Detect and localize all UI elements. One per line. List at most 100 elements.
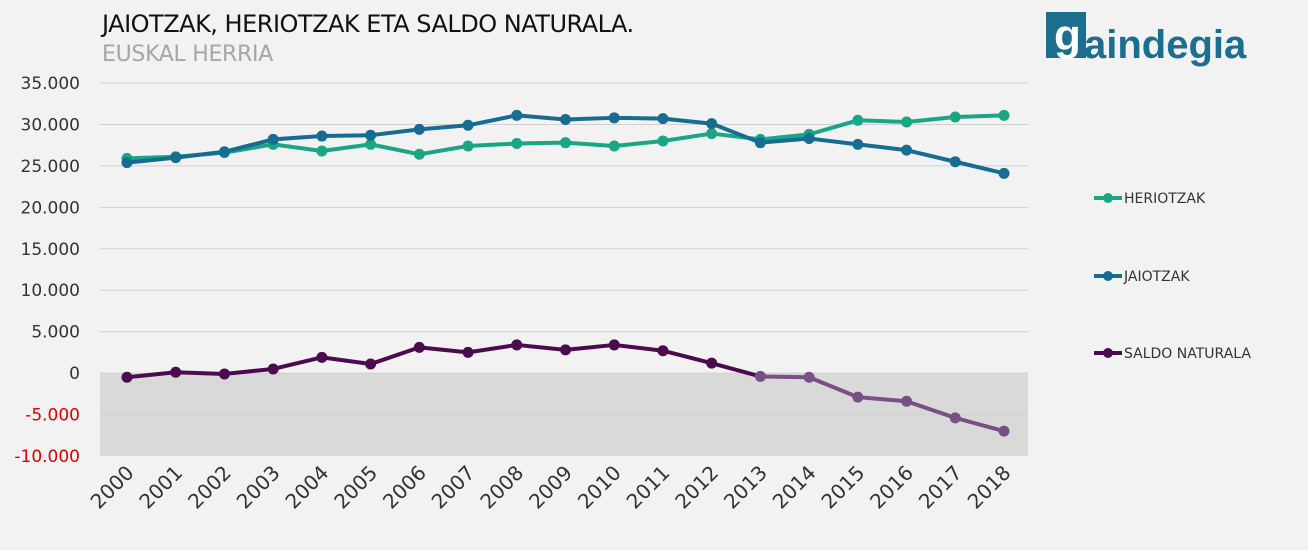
series-jaiotzak-segment bbox=[271, 134, 324, 142]
x-tick-label: 2005 bbox=[329, 461, 382, 514]
series-saldo-naturala-segment bbox=[855, 395, 909, 404]
series-saldo-naturala-segment bbox=[368, 345, 422, 366]
series-saldo-naturala-point bbox=[949, 412, 961, 424]
series-saldo-naturala-segment bbox=[466, 342, 519, 355]
series-jaiotzak-segment bbox=[758, 136, 812, 145]
logo-box bbox=[1046, 12, 1086, 58]
series-heriotzak-segment bbox=[319, 142, 373, 153]
series-jaiotzak-segment bbox=[904, 148, 958, 164]
series-jaiotzak-segment bbox=[368, 127, 422, 138]
series-heriotzak-segment bbox=[612, 139, 665, 148]
series-saldo-naturala-point bbox=[462, 346, 474, 358]
series-saldo-naturala-segment bbox=[514, 342, 568, 352]
series-saldo-naturala-point bbox=[413, 341, 425, 353]
series-jaiotzak-segment bbox=[173, 149, 227, 160]
series-heriotzak-point bbox=[511, 138, 523, 150]
series-jaiotzak-point bbox=[316, 130, 328, 142]
y-tick-label: 0 bbox=[69, 364, 80, 384]
series-heriotzak-segment bbox=[904, 114, 958, 124]
series-saldo-naturala-segment bbox=[417, 345, 471, 355]
series-saldo-naturala-point bbox=[218, 368, 230, 380]
x-tick-label: 2008 bbox=[475, 461, 528, 514]
x-tick-label: 2000 bbox=[86, 461, 139, 514]
x-tick-label: 2010 bbox=[573, 461, 626, 514]
chart-subtitle: EUSKAL HERRIA bbox=[102, 42, 273, 67]
series-heriotzak-segment bbox=[758, 132, 812, 142]
series-jaiotzak-point bbox=[608, 112, 620, 124]
x-tick-label: 2001 bbox=[134, 461, 187, 514]
series-heriotzak-point bbox=[560, 137, 571, 149]
legend-marker bbox=[1103, 348, 1113, 358]
series-jaiotzak-segment bbox=[222, 137, 276, 154]
x-tick-label: 2017 bbox=[914, 461, 967, 514]
series-saldo-naturala-point bbox=[316, 351, 328, 363]
series-heriotzak-segment bbox=[807, 118, 860, 137]
legend-label: JAIOTZAK bbox=[1123, 269, 1190, 285]
legend-marker bbox=[1103, 271, 1113, 281]
series-jaiotzak-segment bbox=[807, 136, 860, 147]
series-heriotzak-segment bbox=[514, 140, 568, 146]
svg-text:g: g bbox=[1054, 11, 1081, 60]
series-jaiotzak-segment bbox=[514, 113, 568, 122]
x-tick-label: 2003 bbox=[232, 461, 285, 514]
series-jaiotzak-point bbox=[998, 167, 1010, 179]
series-heriotzak-point bbox=[365, 138, 377, 150]
series-heriotzak-segment bbox=[368, 142, 422, 157]
series-saldo-naturala-point bbox=[657, 345, 669, 357]
x-tick-label: 2016 bbox=[865, 461, 918, 514]
x-tick-label: 2012 bbox=[670, 461, 723, 514]
series-saldo-naturala-point bbox=[901, 395, 913, 407]
series-saldo-naturala-point bbox=[754, 370, 766, 382]
series-jaiotzak-point bbox=[657, 113, 669, 125]
series-saldo-naturala-segment bbox=[660, 348, 714, 366]
series-saldo-naturala-point bbox=[511, 339, 523, 351]
series-heriotzak-segment bbox=[271, 142, 324, 153]
series-jaiotzak-point bbox=[121, 157, 133, 169]
series-saldo-naturala-point bbox=[608, 339, 620, 351]
series-saldo-naturala-point bbox=[803, 371, 815, 383]
series-jaiotzak-segment bbox=[466, 113, 519, 128]
y-tick-label: 10.000 bbox=[21, 281, 80, 301]
series-saldo-naturala-segment bbox=[319, 355, 373, 366]
series-jaiotzak-segment bbox=[709, 121, 763, 145]
series-saldo-naturala-point bbox=[267, 363, 279, 375]
x-tick-label: 2007 bbox=[427, 461, 480, 514]
series-saldo-naturala-segment bbox=[953, 415, 1006, 434]
series-jaiotzak-point bbox=[803, 133, 815, 145]
series-jaiotzak-point bbox=[413, 123, 425, 135]
x-tick-label: 2004 bbox=[280, 461, 333, 514]
series-saldo-naturala-point bbox=[998, 425, 1010, 437]
series-jaiotzak-point bbox=[462, 119, 474, 131]
series-heriotzak-point bbox=[852, 114, 864, 126]
series-jaiotzak-segment bbox=[660, 116, 714, 126]
series-saldo-naturala-segment bbox=[904, 399, 958, 420]
series-heriotzak-segment bbox=[417, 143, 471, 157]
series-saldo-naturala-point bbox=[170, 366, 182, 378]
series-jaiotzak-point bbox=[170, 152, 182, 164]
series-saldo-naturala-point bbox=[560, 344, 571, 356]
series-saldo-naturala-segment bbox=[563, 342, 617, 352]
series-saldo-naturala-point bbox=[365, 358, 377, 370]
series-jaiotzak-point bbox=[218, 146, 230, 158]
series-jaiotzak-segment bbox=[612, 115, 665, 121]
series-jaiotzak-segment bbox=[417, 123, 471, 132]
series-jaiotzak-point bbox=[267, 133, 279, 145]
series-jaiotzak-segment bbox=[855, 142, 909, 153]
series-saldo-naturala-segment bbox=[758, 374, 812, 380]
gaindegia-logo: g aindegia bbox=[1046, 11, 1247, 67]
x-tick-label: 2018 bbox=[963, 461, 1016, 514]
series-jaiotzak-point bbox=[560, 113, 571, 125]
series-saldo-naturala-segment bbox=[612, 342, 665, 353]
chart-title: JAIOTZAK, HERIOTZAK ETA SALDO NATURALA. bbox=[102, 10, 634, 38]
legend-label: HERIOTZAK bbox=[1124, 191, 1206, 207]
series-saldo-naturala-segment bbox=[173, 370, 227, 376]
y-tick-label: 5.000 bbox=[31, 323, 80, 343]
series-jaiotzak-point bbox=[852, 138, 864, 150]
series-jaiotzak-point bbox=[901, 144, 913, 156]
legend-label: SALDO NATURALA bbox=[1124, 346, 1251, 362]
series-saldo-naturala-segment bbox=[271, 355, 324, 371]
series-saldo-naturala-point bbox=[706, 357, 718, 369]
x-tick-label: 2002 bbox=[183, 461, 236, 514]
series-heriotzak-point bbox=[706, 128, 718, 140]
